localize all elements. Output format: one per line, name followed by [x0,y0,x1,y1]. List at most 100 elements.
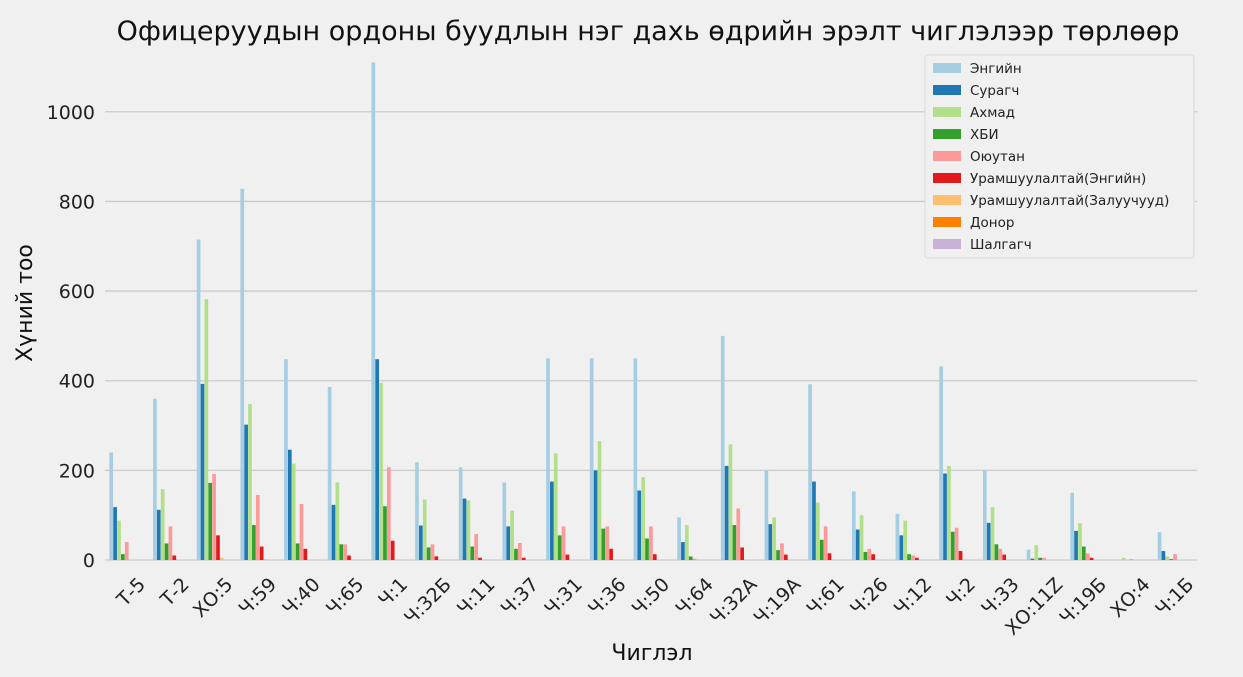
bar [426,547,431,560]
bar [1002,554,1007,560]
bar [196,239,201,560]
bar [994,544,999,560]
bar [343,544,347,560]
bars-layer [109,62,1177,560]
bar [156,509,161,560]
bar [649,526,653,560]
bar [303,548,308,560]
bar [827,553,832,560]
bar [609,548,613,560]
bar [641,477,645,560]
bar [502,482,507,560]
x-tick-label: Ч:65 [322,574,368,620]
bar [851,491,856,560]
bar [863,551,868,560]
bar [692,558,697,560]
y-tick-label: 1000 [47,102,95,124]
bar [474,534,479,560]
y-tick-label: 400 [59,371,95,393]
bar [220,557,224,560]
legend-swatch [933,217,961,227]
bar [117,520,121,560]
bar [720,335,725,560]
bar [593,470,598,560]
y-tick-label: 600 [59,281,95,303]
bar [518,542,522,560]
bar [164,543,169,560]
bar [1081,546,1086,560]
legend-swatch [933,151,961,161]
legend-label: Оюутан [970,149,1025,165]
bar [783,554,788,560]
bar [331,504,336,560]
bar [287,449,292,560]
bar [764,470,769,560]
bar [1042,557,1046,560]
bar [772,517,777,560]
bar [939,366,943,560]
x-tick-label: Ч:31 [540,574,586,620]
x-tick-label: Ч:50 [628,574,674,620]
legend-swatch [933,173,961,183]
bar [911,555,915,560]
chart-title: Офицеруудын ордоны буудлын нэг дахь өдри… [117,16,1180,47]
bar [248,404,252,560]
bar [899,535,904,560]
x-tick-label: Ч:40 [278,574,324,620]
bar [633,358,638,560]
x-tick-label: ХО:5 [189,574,237,622]
bar [903,520,908,560]
bar [1089,557,1094,560]
bar [768,524,773,560]
x-tick-label: Ч:12 [890,574,936,620]
x-tick-label: Ч:1 [374,574,412,612]
bar [943,473,947,560]
bar [1173,554,1177,560]
x-tick-labels: Т-5 Т-2ХО:5Ч:59Ч:40Ч:65 Ч:1Ч:32БЧ:11Ч:37Ч:… [112,574,1198,640]
bar [1078,523,1082,560]
bar [958,551,963,560]
bar [819,539,824,560]
bar [1034,545,1039,560]
bar [553,453,558,560]
y-tick-label: 200 [59,460,95,482]
legend-swatch [933,129,961,139]
bar [216,535,220,560]
bar [284,359,288,560]
bar [1157,532,1162,560]
bar [415,462,419,560]
bar [740,547,744,560]
x-tick-label: Ч:1Б [1151,574,1198,621]
legend-label: Урамшуулалтай(Энгийн) [970,171,1146,187]
bar [327,386,332,560]
bar [375,359,380,560]
bar [208,482,213,560]
bar [823,526,828,560]
bar [113,507,117,560]
bar [550,481,554,560]
bar [859,515,864,560]
bar [780,543,784,560]
bar [1121,557,1126,560]
bar [867,548,872,560]
bar [728,444,733,560]
x-tick-label: Ч:19А [750,574,806,630]
legend-label: Ахмад [970,105,1015,121]
x-tick-label: Ч:32Б [400,574,456,630]
bar [386,467,391,560]
legend-swatch [933,85,961,95]
bar [252,525,256,560]
bar [240,188,245,560]
bar [907,554,911,560]
x-tick-label: Ч:61 [802,574,848,620]
legend-label: Шалгагч [970,237,1032,253]
bar [1129,559,1134,560]
bar [684,525,689,560]
bar [677,517,681,560]
bar [990,507,995,560]
bar [347,555,351,560]
bar [255,495,260,560]
bar [434,556,439,560]
bar [339,544,344,560]
bar [379,382,383,560]
